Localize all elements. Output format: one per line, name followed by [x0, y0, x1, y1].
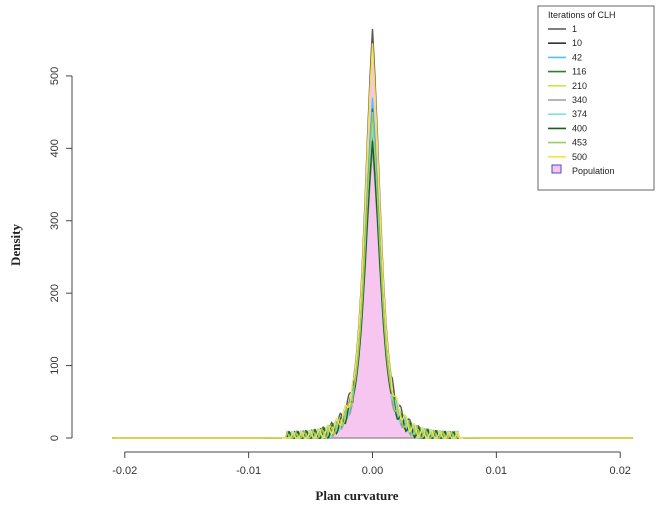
y-tick-label: 300	[49, 212, 61, 230]
x-tick-label: 0.02	[610, 465, 631, 477]
y-tick-label: 400	[49, 139, 61, 157]
legend-label-374: 374	[572, 109, 587, 119]
x-tick-label: 0.00	[362, 465, 383, 477]
legend-title: Iterations of CLH	[548, 10, 616, 20]
x-axis-title: Plan curvature	[315, 488, 398, 503]
x-tick-label: -0.02	[112, 465, 137, 477]
x-tick-label: 0.01	[486, 465, 507, 477]
y-tick-label: 100	[49, 356, 61, 374]
legend: Iterations of CLH 1 10 42 116 210 340 374 400 45…	[537, 5, 655, 191]
legend-label-340: 340	[572, 95, 587, 105]
y-tick-label: 500	[49, 67, 61, 85]
x-tick-label: -0.01	[236, 465, 261, 477]
legend-label-210: 210	[572, 81, 587, 91]
y-tick-label: 0	[49, 435, 61, 441]
legend-label-400: 400	[572, 123, 587, 133]
population-area	[112, 28, 633, 439]
legend-box	[537, 5, 655, 191]
legend-label-500: 500	[572, 152, 587, 162]
y-axis-title: Density	[8, 224, 23, 266]
legend-label-116: 116	[572, 67, 586, 77]
legend-label-population: Population	[572, 166, 615, 176]
legend-swatch-population	[551, 164, 562, 174]
plot-area	[112, 28, 633, 440]
series-line-500	[112, 43, 633, 439]
y-axis: 0 100 200 300 400 500	[49, 67, 73, 441]
legend-label-10: 10	[572, 38, 582, 48]
x-axis: -0.02 -0.01 0.00 0.01 0.02	[112, 451, 631, 477]
legend-label-42: 42	[572, 52, 582, 62]
legend-label-453: 453	[572, 138, 587, 148]
legend-label-1: 1	[572, 24, 577, 34]
y-tick-label: 200	[49, 284, 61, 302]
